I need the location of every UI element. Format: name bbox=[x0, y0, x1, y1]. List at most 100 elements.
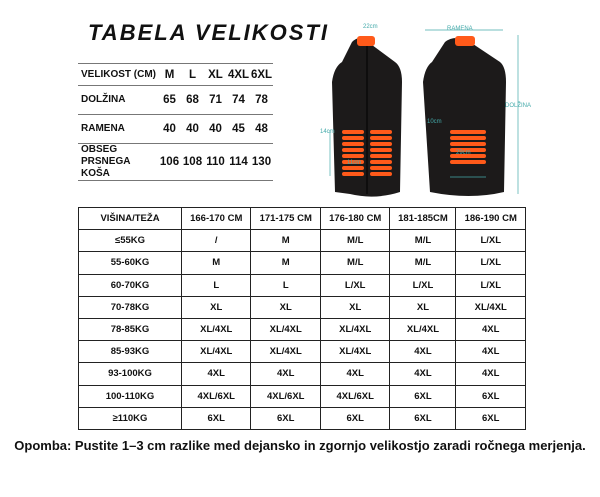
table-row: 93-100KG 4XL 4XL 4XL 4XL 4XL bbox=[78, 362, 526, 386]
size-cell: L/XL bbox=[455, 251, 526, 275]
header-cell: L bbox=[181, 63, 204, 86]
weight-cell: 55-60KG bbox=[78, 251, 182, 275]
size-cell: M bbox=[250, 251, 321, 275]
table-row: ≤55KG / M M/L M/L L/XL bbox=[78, 229, 526, 253]
size-cell: 6XL bbox=[319, 406, 391, 430]
size-cell: XL/4XL bbox=[319, 317, 391, 342]
size-cell: L/XL bbox=[455, 273, 526, 297]
measurement-note: Opomba: Pustite 1–3 cm razlike med dejan… bbox=[14, 438, 586, 453]
table-row: ≥110KG 6XL 6XL 6XL 6XL 6XL bbox=[78, 406, 526, 430]
weight-cell: ≥110KG bbox=[78, 406, 182, 430]
header-cell: 6XL bbox=[250, 63, 273, 86]
size-cell: 4XL bbox=[180, 362, 252, 386]
size-cell: XL/4XL bbox=[389, 317, 457, 342]
cell: 108 bbox=[181, 143, 204, 181]
size-cell: XL bbox=[180, 295, 252, 319]
cell: 74 bbox=[227, 85, 250, 115]
front-height-label: 14cm bbox=[320, 129, 335, 135]
cell: 45 bbox=[227, 114, 250, 144]
size-cell: L bbox=[250, 273, 321, 297]
back-height-label: 10cm bbox=[427, 119, 442, 125]
cell: 78 bbox=[250, 85, 273, 115]
row-label: OBSEG PRSNEGA KOŠA bbox=[78, 143, 158, 181]
size-cell: 6XL bbox=[389, 384, 457, 408]
size-cell: XL bbox=[250, 295, 321, 319]
header-cell: 4XL bbox=[227, 63, 250, 86]
collar-label: 22cm bbox=[363, 24, 378, 30]
weight-cell: ≤55KG bbox=[78, 229, 182, 253]
size-cell: 6XL bbox=[455, 384, 526, 408]
weight-cell: 78-85KG bbox=[78, 317, 182, 342]
size-cell: L bbox=[180, 273, 252, 297]
cell: 130 bbox=[250, 143, 273, 181]
front-width-label: 11cm bbox=[347, 160, 362, 166]
size-cell: 6XL bbox=[455, 406, 526, 430]
size-cell: 4XL bbox=[389, 362, 457, 386]
cell: 40 bbox=[181, 114, 204, 144]
header-cell: 181-185CM bbox=[389, 206, 457, 231]
size-cell: M bbox=[180, 251, 252, 275]
size-recommendation-table: VIŠINA/TEŽA 166-170 CM 171-175 CM 176-180 C… bbox=[78, 206, 526, 430]
size-cell: XL/4XL bbox=[250, 340, 321, 364]
size-cell: XL bbox=[389, 295, 457, 319]
table-row: OBSEG PRSNEGA KOŠA 106 108 110 114 130 bbox=[78, 143, 273, 181]
weight-cell: 60-70KG bbox=[78, 273, 182, 297]
size-cell: M/L bbox=[389, 229, 457, 253]
header-cell: 171-175 CM bbox=[250, 206, 321, 231]
header-cell: XL bbox=[204, 63, 227, 86]
size-cell: L/XL bbox=[455, 229, 526, 253]
size-cell: 4XL bbox=[455, 340, 526, 364]
table-row: DOLŽINA 65 68 71 74 78 bbox=[78, 85, 273, 115]
measurement-table: VELIKOST (CM) M L XL 4XL 6XL DOLŽINA 65 … bbox=[78, 63, 273, 181]
size-cell: 4XL bbox=[455, 317, 526, 342]
header-cell: M bbox=[158, 63, 181, 86]
size-cell: 4XL/6XL bbox=[180, 384, 252, 408]
row-label: DOLŽINA bbox=[78, 85, 158, 115]
weight-cell: 85-93KG bbox=[78, 340, 182, 364]
size-cell: XL/4XL bbox=[455, 295, 526, 319]
table-row: 78-85KG XL/4XL XL/4XL XL/4XL XL/4XL 4XL bbox=[78, 317, 526, 342]
size-cell: XL/4XL bbox=[180, 317, 252, 342]
size-cell: 4XL bbox=[250, 362, 321, 386]
size-cell: XL/4XL bbox=[250, 317, 321, 342]
size-cell: 4XL bbox=[389, 340, 457, 364]
cell: 114 bbox=[227, 143, 250, 181]
table-row: RAMENA 40 40 40 45 48 bbox=[78, 114, 273, 144]
cell: 40 bbox=[204, 114, 227, 144]
header-cell: 166-170 CM bbox=[180, 206, 252, 231]
weight-cell: 93-100KG bbox=[78, 362, 182, 386]
cell: 65 bbox=[158, 85, 181, 115]
header-cell: VIŠINA/TEŽA bbox=[78, 206, 182, 231]
size-cell: XL bbox=[319, 295, 391, 319]
cell: 48 bbox=[250, 114, 273, 144]
shoulders-label: RAMENA bbox=[447, 26, 473, 32]
header-cell: VELIKOST (CM) bbox=[78, 63, 158, 86]
size-cell: M/L bbox=[389, 251, 457, 275]
size-cell: M/L bbox=[319, 229, 391, 253]
weight-cell: 70-78KG bbox=[78, 295, 182, 319]
size-cell: L/XL bbox=[389, 273, 457, 297]
cell: 106 bbox=[158, 143, 181, 181]
table-row: 100-110KG 4XL/6XL 4XL/6XL 4XL/6XL 6XL 6XL bbox=[78, 384, 526, 408]
size-cell: L/XL bbox=[319, 273, 391, 297]
table-row: 70-78KG XL XL XL XL XL/4XL bbox=[78, 295, 526, 319]
size-cell: XL/4XL bbox=[180, 340, 252, 364]
size-cell: 4XL/6XL bbox=[319, 384, 391, 408]
weight-cell: 100-110KG bbox=[78, 384, 182, 408]
back-vest bbox=[423, 29, 519, 196]
cell: 71 bbox=[204, 85, 227, 115]
size-cell: 4XL bbox=[455, 362, 526, 386]
row-label: RAMENA bbox=[78, 114, 158, 144]
length-label: DOLŽINA bbox=[505, 103, 532, 109]
table-header-row: VIŠINA/TEŽA 166-170 CM 171-175 CM 176-180 C… bbox=[78, 206, 526, 231]
cell: 68 bbox=[181, 85, 204, 115]
vest-illustration bbox=[329, 29, 519, 197]
header-cell: 186-190 CM bbox=[455, 206, 526, 231]
cell: 110 bbox=[204, 143, 227, 181]
back-width-label: 29cm bbox=[456, 150, 471, 156]
size-cell: M bbox=[250, 229, 321, 253]
front-vest bbox=[329, 36, 402, 197]
size-cell: XL/4XL bbox=[319, 340, 391, 364]
size-cell: 6XL bbox=[180, 406, 252, 430]
cell: 40 bbox=[158, 114, 181, 144]
